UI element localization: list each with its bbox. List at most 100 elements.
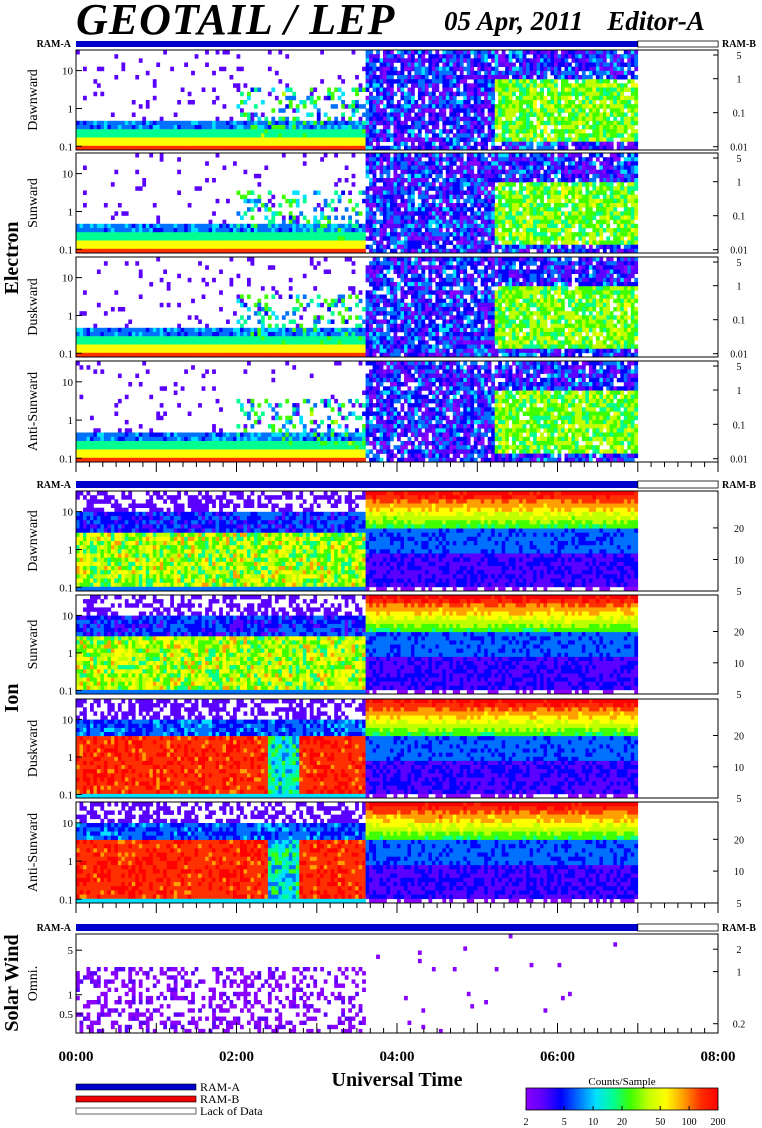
right-tick-label: 20: [734, 835, 744, 846]
group-ion: RAM-A RAM-B Ion Dawnward 10 1 0.1 20 10 5 Sunward 1…: [1, 480, 756, 913]
left-tick-label: 0.1: [59, 141, 73, 153]
left-tick-label: 0.1: [59, 348, 73, 360]
right-tick-label: 1: [737, 75, 742, 86]
x-axis-label: Universal Time: [332, 1069, 463, 1091]
mode-left-label: RAM-A: [37, 480, 72, 491]
mode-left-label: RAM-A: [37, 39, 72, 50]
left-tick-label: 1: [68, 207, 74, 219]
right-tick-label: 1: [737, 968, 742, 979]
left-tick-label: 0.1: [59, 789, 73, 801]
colorbar-tick-label: 100: [682, 1117, 697, 1128]
right-tick-label: 10: [734, 659, 744, 670]
right-tick-label: 1: [737, 178, 742, 189]
right-tick-label: 5: [737, 51, 742, 62]
panel-label: Omni.: [26, 966, 41, 1001]
panel-label: Anti-Sunward: [26, 813, 41, 892]
group-electron: RAM-A RAM-B Electron Dawnward 10 1 0.1 5 1 0.1 0.0…: [1, 39, 756, 472]
right-tick-label: 5: [737, 794, 742, 805]
mode-bar-lack: [638, 924, 718, 931]
panel-label: Anti-Sunward: [26, 372, 41, 451]
legend-lack-swatch: [76, 1108, 196, 1114]
mode-bar-ram-a: [76, 41, 638, 47]
right-tick-label: 5: [737, 587, 742, 598]
right-tick-label: 5: [737, 899, 742, 910]
right-tick-label: 5: [737, 258, 742, 269]
left-tick-label: 0.5: [59, 1009, 73, 1021]
left-tick-label: 10: [62, 818, 74, 830]
left-tick-label: 10: [62, 610, 74, 622]
right-tick-label: 0.01: [730, 143, 748, 154]
x-tick-label: 02:00: [219, 1049, 254, 1065]
mode-right-label: RAM-B: [722, 39, 756, 50]
right-tick-label: 0.01: [730, 246, 748, 257]
legend-ram-a-swatch: [76, 1084, 196, 1090]
x-tick-label: 08:00: [701, 1049, 736, 1065]
mode-bar-lack: [638, 41, 718, 47]
panel-label: Duskward: [26, 720, 41, 778]
left-tick-label: 0.1: [59, 685, 73, 697]
right-tick-label: 0.1: [733, 109, 746, 120]
colorbar-tick-label: 2: [524, 1117, 529, 1128]
x-tick-label: 06:00: [540, 1049, 575, 1065]
left-tick-label: 1: [68, 648, 74, 660]
panel-dawnward: Dawnward 10 1 0.1 5 1 0.1 0.01: [26, 50, 748, 154]
mode-bar-ram-a: [76, 481, 638, 488]
left-tick-label: 10: [62, 66, 74, 78]
x-tick-label: 00:00: [59, 1049, 94, 1065]
panel-label: Dawnward: [26, 510, 41, 571]
panel-label: Sunward: [26, 620, 41, 670]
colorbar-tick-label: 20: [617, 1117, 627, 1128]
right-tick-label: 5: [737, 690, 742, 701]
right-tick-label: 0.1: [733, 420, 746, 431]
left-tick-label: 1: [68, 311, 74, 323]
mode-right-label: RAM-B: [722, 923, 756, 934]
panel-frame: [76, 934, 718, 1033]
right-tick-label: 0.01: [730, 455, 748, 466]
panel-label: Sunward: [26, 178, 41, 228]
panel-label: Duskward: [26, 278, 41, 336]
x-tick-label: 04:00: [380, 1049, 415, 1065]
left-tick-label: 1: [68, 990, 74, 1002]
right-tick-label: 10: [734, 763, 744, 774]
left-tick-label: 0.1: [59, 244, 73, 256]
left-tick-label: 10: [62, 273, 74, 285]
right-tick-label: 10: [734, 867, 744, 878]
left-tick-label: 1: [68, 104, 74, 116]
colorbar-tick-label: 10: [588, 1117, 598, 1128]
right-tick-label: 5: [737, 362, 742, 373]
mode-right-label: RAM-B: [722, 480, 756, 491]
group-label: Solar Wind: [1, 934, 23, 1031]
group-label: Ion: [1, 684, 23, 713]
spectrogram-figure: RAM-A RAM-B Electron Dawnward 10 1 0.1 5 1 0.1 0.0…: [0, 0, 762, 1128]
left-tick-label: 10: [62, 714, 74, 726]
colorbar-tick-label: 200: [711, 1117, 726, 1128]
mode-left-label: RAM-A: [37, 923, 72, 934]
right-tick-label: 20: [734, 732, 744, 743]
left-tick-label: 5: [68, 945, 74, 957]
colorbar-tick-label: 50: [655, 1117, 665, 1128]
left-tick-label: 10: [62, 507, 74, 519]
group-label: Electron: [1, 222, 23, 295]
left-tick-label: 10: [62, 169, 74, 181]
mode-bar-ram-a: [76, 924, 638, 931]
left-tick-label: 1: [68, 856, 74, 868]
right-tick-label: 0.2: [733, 1020, 746, 1031]
legend-lack-label: Lack of Data: [200, 1104, 263, 1118]
right-tick-label: 0.1: [733, 316, 746, 327]
right-tick-label: 1: [737, 386, 742, 397]
left-tick-label: 0.1: [59, 894, 73, 906]
right-tick-label: 1: [737, 282, 742, 293]
right-tick-label: 20: [734, 524, 744, 535]
right-tick-label: 0.1: [733, 212, 746, 223]
panel-label: Dawnward: [26, 69, 41, 130]
colorbar-tick-label: 5: [562, 1117, 567, 1128]
legend-ram-b-swatch: [76, 1096, 196, 1102]
